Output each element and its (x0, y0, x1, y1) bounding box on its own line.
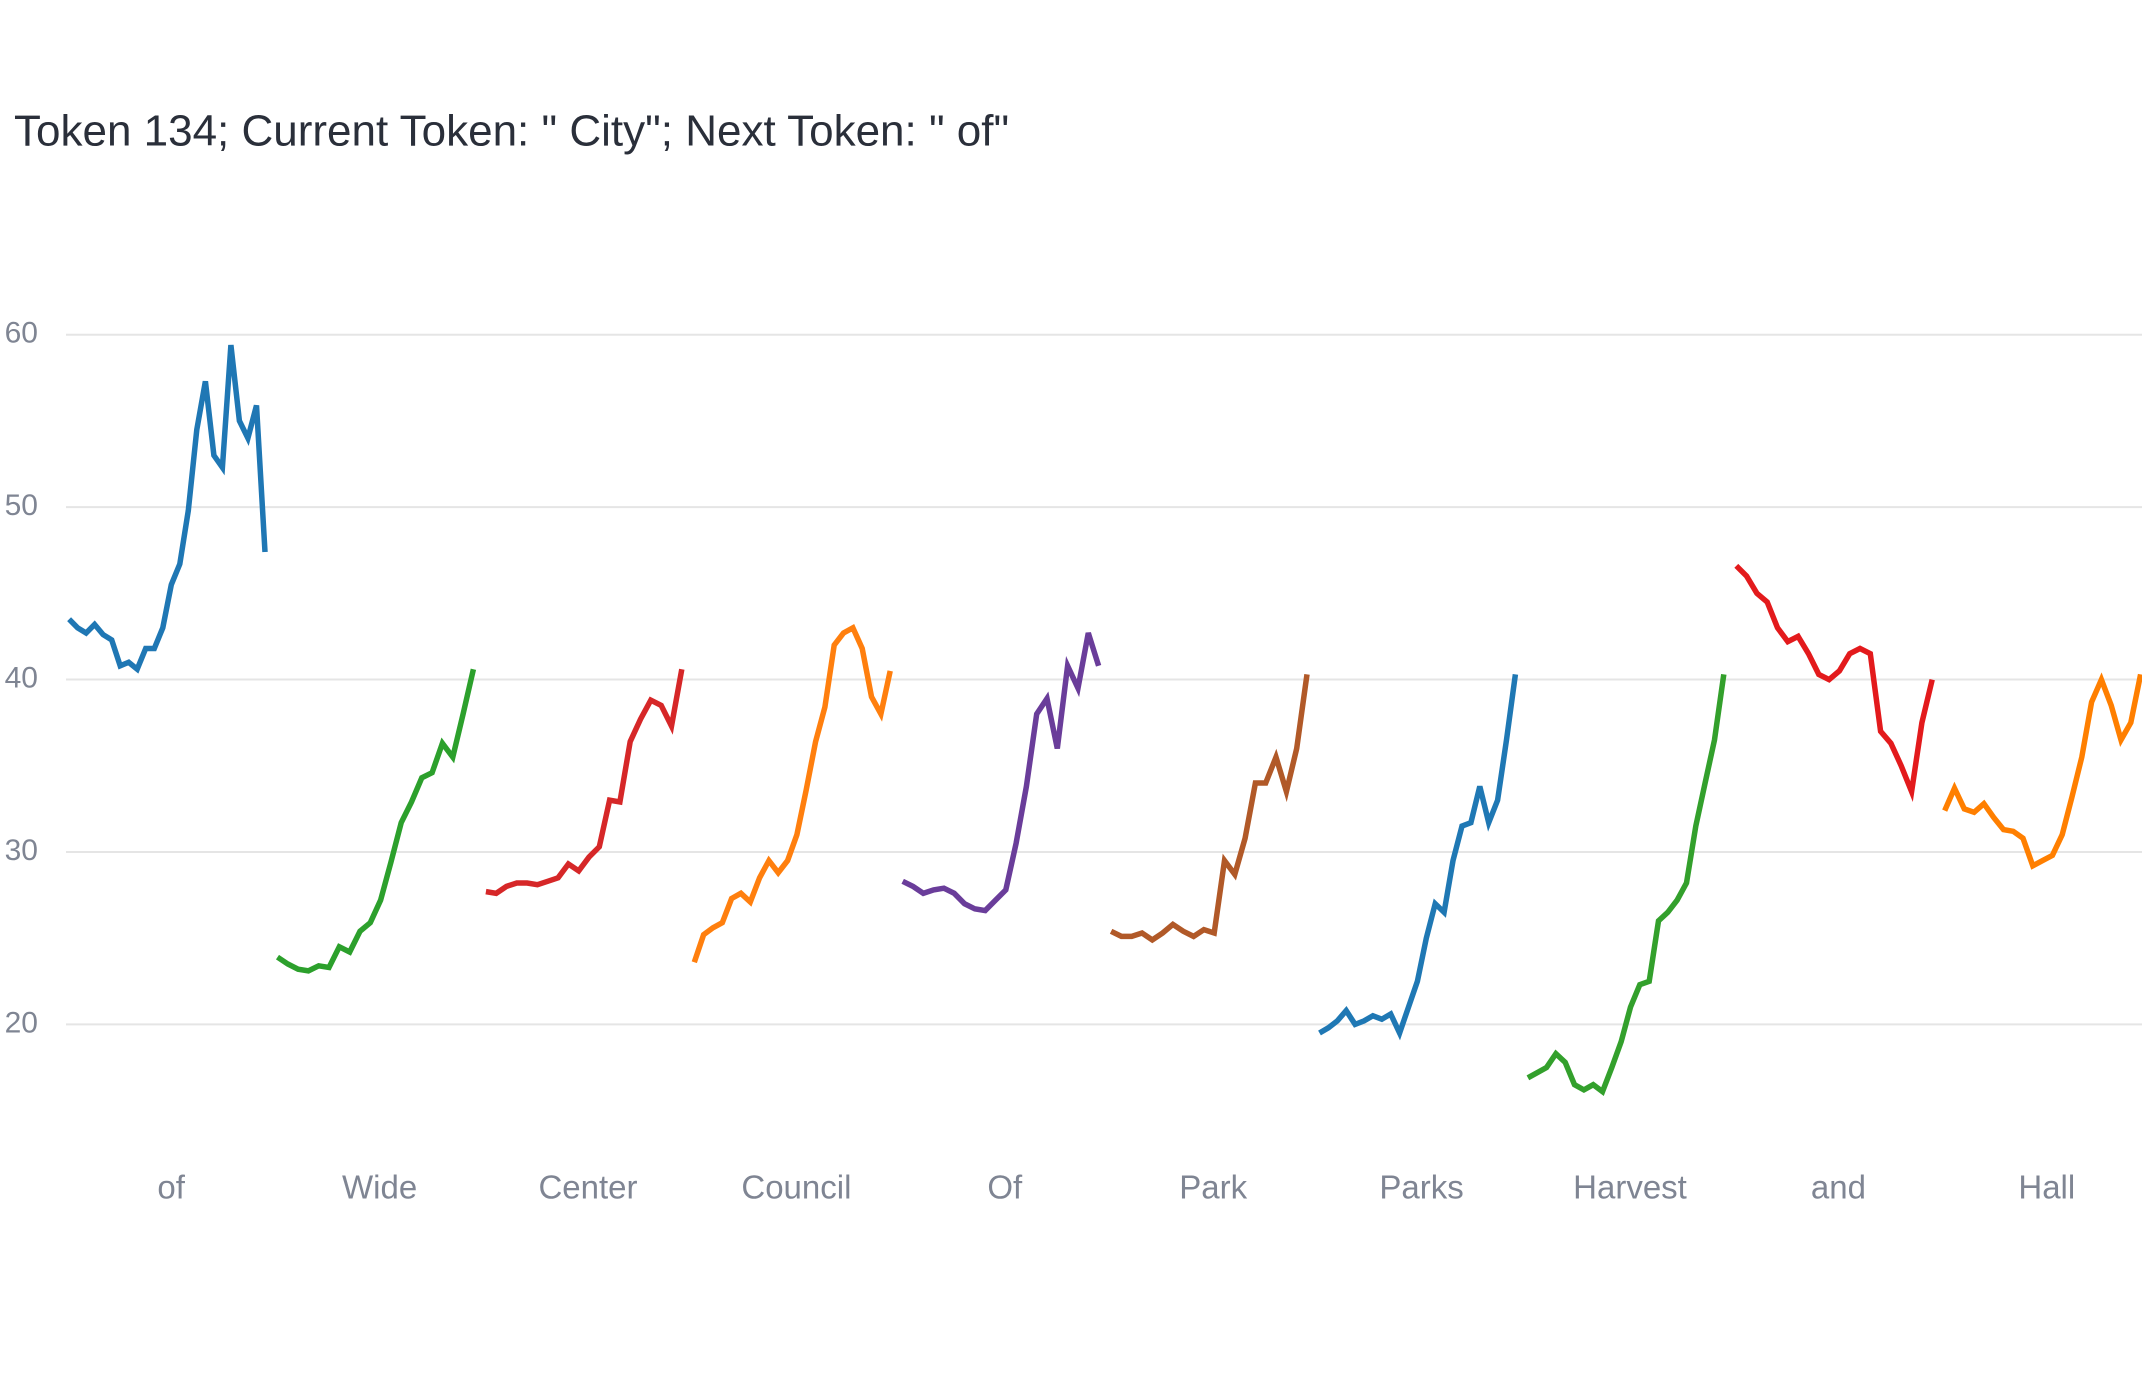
series-line (1526, 674, 1727, 1096)
y-tick-label: 40 (5, 661, 38, 694)
x-tick-label: Harvest (1573, 1169, 1687, 1206)
y-tick-label: 50 (5, 489, 38, 522)
x-tick-label: Center (538, 1169, 637, 1206)
series-line (67, 344, 268, 674)
x-tick-label: Parks (1379, 1169, 1463, 1206)
y-tick-label: 30 (5, 834, 38, 867)
series-line (691, 623, 893, 964)
series-line (901, 632, 1102, 914)
y-tick-label: 20 (5, 1006, 38, 1039)
chart-title: Token 134; Current Token: " City"; Next … (14, 107, 1009, 156)
series-line (1942, 672, 2142, 870)
x-tick-label: Of (987, 1169, 1023, 1206)
x-tick-label: Council (741, 1169, 851, 1206)
x-tick-label: Hall (2018, 1169, 2075, 1206)
y-tick-label: 60 (5, 317, 38, 350)
series-line (1109, 674, 1310, 944)
x-tick-label: Park (1179, 1169, 1247, 1206)
x-tick-label: Wide (342, 1169, 417, 1206)
series-line (1318, 674, 1519, 1041)
x-tick-label: and (1811, 1169, 1866, 1206)
series-line (1734, 563, 1935, 802)
series-line (485, 668, 685, 897)
x-tick-label: of (157, 1169, 185, 1206)
series-line (275, 668, 477, 974)
